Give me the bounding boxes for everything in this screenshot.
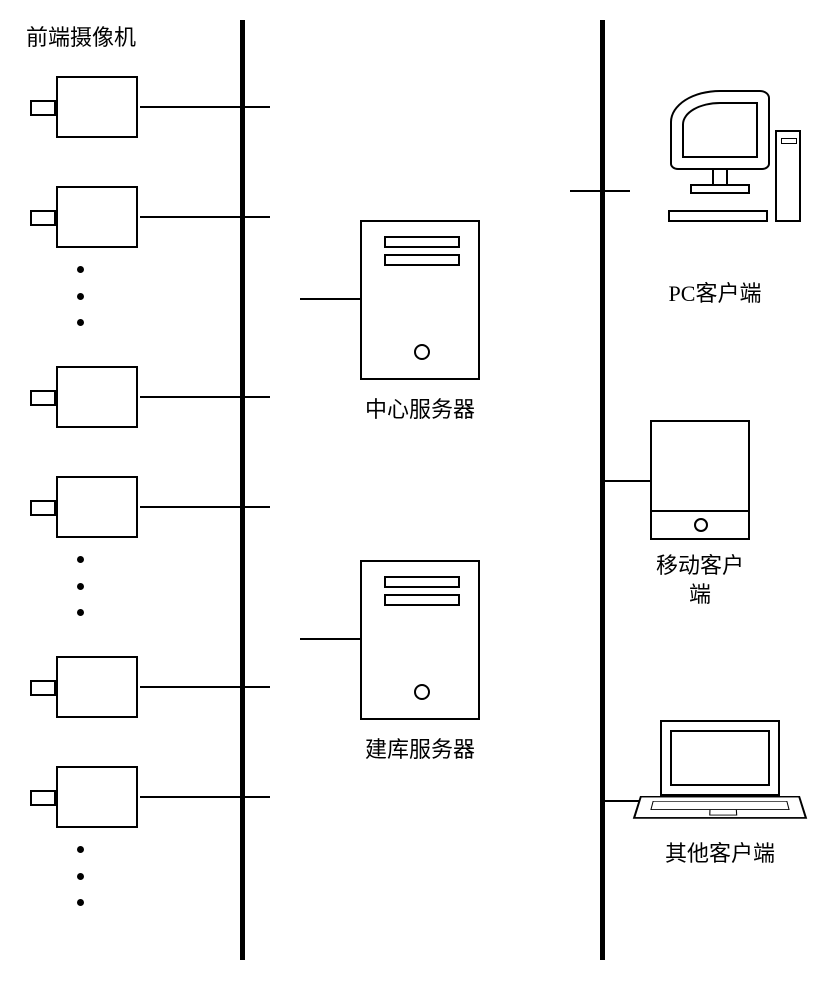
- mobile-client-node: 移动客户端: [650, 420, 750, 609]
- camera-node: [30, 476, 190, 540]
- ellipsis-icon: [70, 556, 90, 616]
- bus-right: [600, 20, 605, 960]
- server-icon: [360, 220, 480, 380]
- bus-left: [240, 20, 245, 960]
- pc-client-node: PC客户端: [630, 90, 800, 309]
- server-icon: [360, 560, 480, 720]
- tablet-icon: [650, 420, 750, 540]
- database-server-label: 建库服务器: [360, 732, 480, 764]
- database-server-node: 建库服务器: [360, 560, 480, 764]
- desktop-icon: [630, 90, 800, 230]
- camera-node: [30, 766, 190, 830]
- camera-node: [30, 76, 190, 140]
- center-server-label: 中心服务器: [360, 392, 480, 424]
- cameras-title: 前端摄像机: [26, 20, 136, 52]
- pc-client-label: PC客户端: [630, 280, 800, 309]
- camera-node: [30, 186, 190, 250]
- ellipsis-icon: [70, 846, 90, 906]
- camera-node: [30, 656, 190, 720]
- camera-node: [30, 366, 190, 430]
- laptop-icon: [630, 720, 810, 828]
- other-client-label: 其他客户端: [630, 840, 810, 869]
- ellipsis-icon: [70, 266, 90, 326]
- center-server-node: 中心服务器: [360, 220, 480, 424]
- other-client-node: 其他客户端: [630, 720, 810, 869]
- mobile-client-label: 移动客户端: [650, 552, 750, 609]
